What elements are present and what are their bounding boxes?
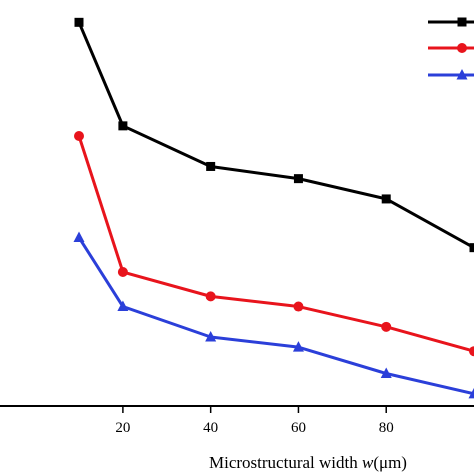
x-tick-label: 60	[291, 420, 306, 436]
series-1-point	[469, 243, 474, 253]
series-2-point	[381, 321, 392, 332]
legend	[428, 17, 474, 80]
legend-series-2-marker	[457, 43, 467, 53]
x-axis-title-prefix: Microstructural width	[209, 453, 362, 472]
series-1-point	[74, 17, 84, 27]
series-2-point	[205, 291, 216, 302]
x-tick-label: 80	[379, 420, 394, 436]
series-2-line	[77, 135, 474, 353]
series-1-point	[118, 121, 128, 131]
series-3-point	[117, 300, 129, 312]
series-1-point	[381, 194, 391, 204]
series-1-line	[77, 21, 474, 249]
series-2-point	[117, 267, 128, 278]
x-axis-title-unit: (μm)	[373, 453, 407, 472]
series-3-point	[468, 387, 474, 399]
x-tick-label: 20	[115, 420, 130, 436]
series-2-point	[293, 301, 304, 312]
x-axis-title: Microstructural width w(μm)	[209, 453, 407, 472]
x-tick-label: 40	[203, 420, 218, 436]
series-3-point	[292, 341, 304, 352]
series-1-point	[293, 174, 303, 184]
series-3-point	[73, 231, 85, 243]
x-axis-title-variable: w	[362, 453, 374, 472]
axes: 20 40 60 80	[0, 405, 474, 436]
series-2-point	[74, 131, 84, 142]
series-2-point	[469, 346, 474, 357]
legend-series-3-marker	[456, 69, 468, 80]
legend-series-1-marker	[457, 17, 467, 27]
series-3-line	[77, 236, 474, 396]
series-3-point	[380, 367, 392, 379]
plot-area	[73, 17, 474, 399]
series-3-point	[205, 330, 217, 342]
series-1-point	[206, 161, 216, 171]
